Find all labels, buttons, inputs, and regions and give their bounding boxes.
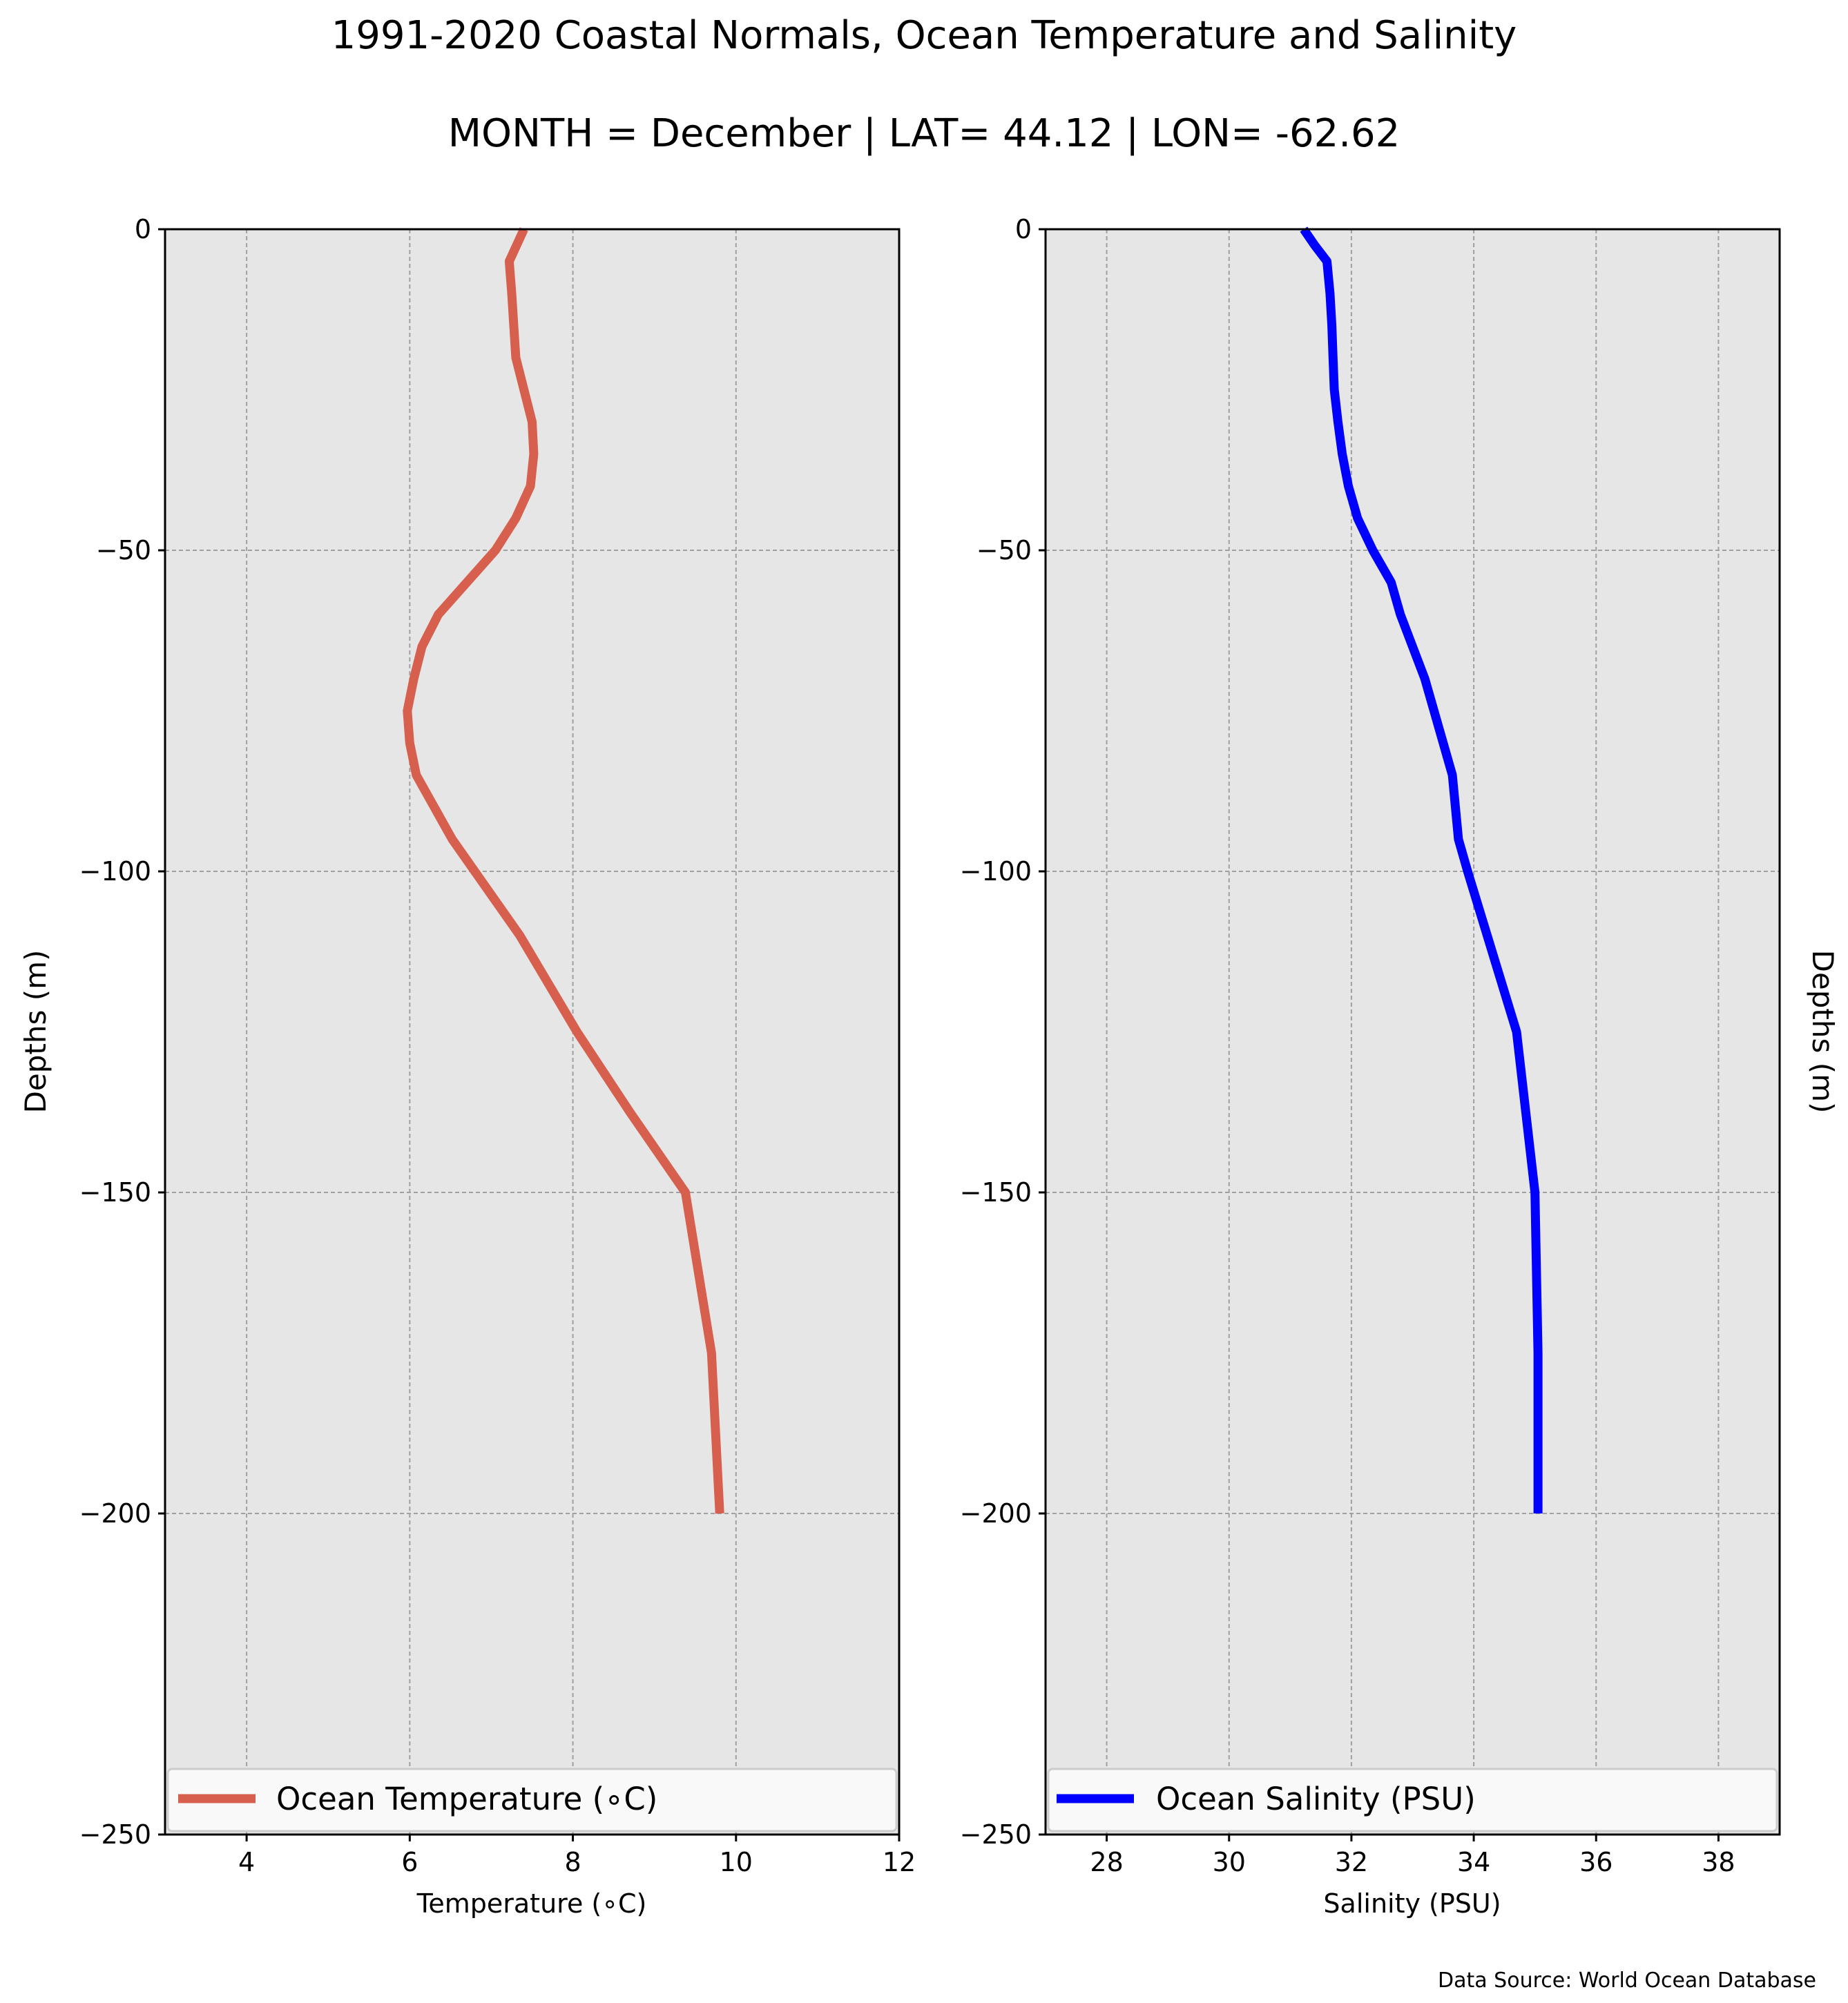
temperature-x-tick-label: 8 [564,1847,581,1877]
salinity-legend-label: Ocean Salinity (PSU) [1156,1781,1476,1817]
salinity-series-line [1300,226,1543,1513]
temperature-y-tick-label: −200 [79,1498,151,1529]
salinity-y-tick-label: −100 [960,856,1032,887]
salinity-y-axis-label: Depths (m) [1806,950,1840,1114]
salinity-ticks: 28 30 32 34 36 38 0 −50 −100 −150 −200 −250 [960,214,1735,1877]
salinity-x-tick-label: 38 [1702,1847,1735,1877]
temperature-y-tick-label: −250 [79,1819,151,1850]
salinity-y-tick-label: −200 [960,1498,1032,1529]
chart-subtitle: MONTH = December | LAT= 44.12 | LON= -62… [448,111,1401,156]
temperature-x-axis-label: Temperature (∘C) [416,1888,647,1919]
temperature-x-tick-label: 4 [238,1847,255,1877]
temperature-x-tick-label: 12 [883,1847,916,1877]
salinity-x-tick-label: 32 [1335,1847,1368,1877]
salinity-x-tick-label: 30 [1213,1847,1246,1877]
salinity-grid [1046,229,1780,1835]
temperature-y-tick-label: −100 [79,856,151,887]
salinity-legend-box [1047,1768,1778,1832]
temperature-panel: 4 6 8 10 12 0 −50 −100 −150 −200 −250 Ocean Temper… [79,214,916,1919]
data-source-note: Data Source: World Ocean Database [1438,1968,1816,1993]
temperature-line-layer [403,227,724,1514]
salinity-y-tick-label: −150 [960,1177,1032,1208]
salinity-legend: Ocean Salinity (PSU) [1047,1768,1778,1832]
temperature-x-tick-label: 10 [720,1847,753,1877]
temperature-y-tick-label: −150 [79,1177,151,1208]
temperature-y-tick-label: −50 [96,535,151,565]
temperature-series-line [403,227,724,1514]
salinity-y-tick-label: 0 [1015,214,1032,244]
temperature-x-tick-label: 6 [401,1847,418,1877]
salinity-line-layer [1300,226,1543,1513]
temperature-frame [164,228,901,1836]
salinity-x-tick-label: 36 [1579,1847,1613,1877]
chart-title: 1991-2020 Coastal Normals, Ocean Tempera… [331,13,1517,58]
salinity-y-tick-label: −50 [976,535,1032,565]
salinity-plot-area [1046,229,1780,1835]
salinity-x-tick-label: 34 [1457,1847,1490,1877]
temperature-legend: Ocean Temperature (∘C) [166,1768,898,1832]
salinity-y-tick-label: −250 [960,1819,1032,1850]
salinity-x-axis-label: Salinity (PSU) [1323,1888,1501,1919]
salinity-x-tick-label: 28 [1090,1847,1123,1877]
temperature-plot-area [165,229,899,1835]
temperature-legend-label: Ocean Temperature (∘C) [276,1781,657,1817]
salinity-frame [1044,228,1781,1836]
temperature-y-axis-label: Depths (m) [19,950,52,1114]
temperature-legend-box [166,1768,898,1832]
temperature-ticks: 4 6 8 10 12 0 −50 −100 −150 −200 −250 [79,214,916,1877]
temperature-y-tick-label: 0 [135,214,151,244]
salinity-panel: 28 30 32 34 36 38 0 −50 −100 −150 −200 −250 Ocean S… [960,214,1781,1919]
